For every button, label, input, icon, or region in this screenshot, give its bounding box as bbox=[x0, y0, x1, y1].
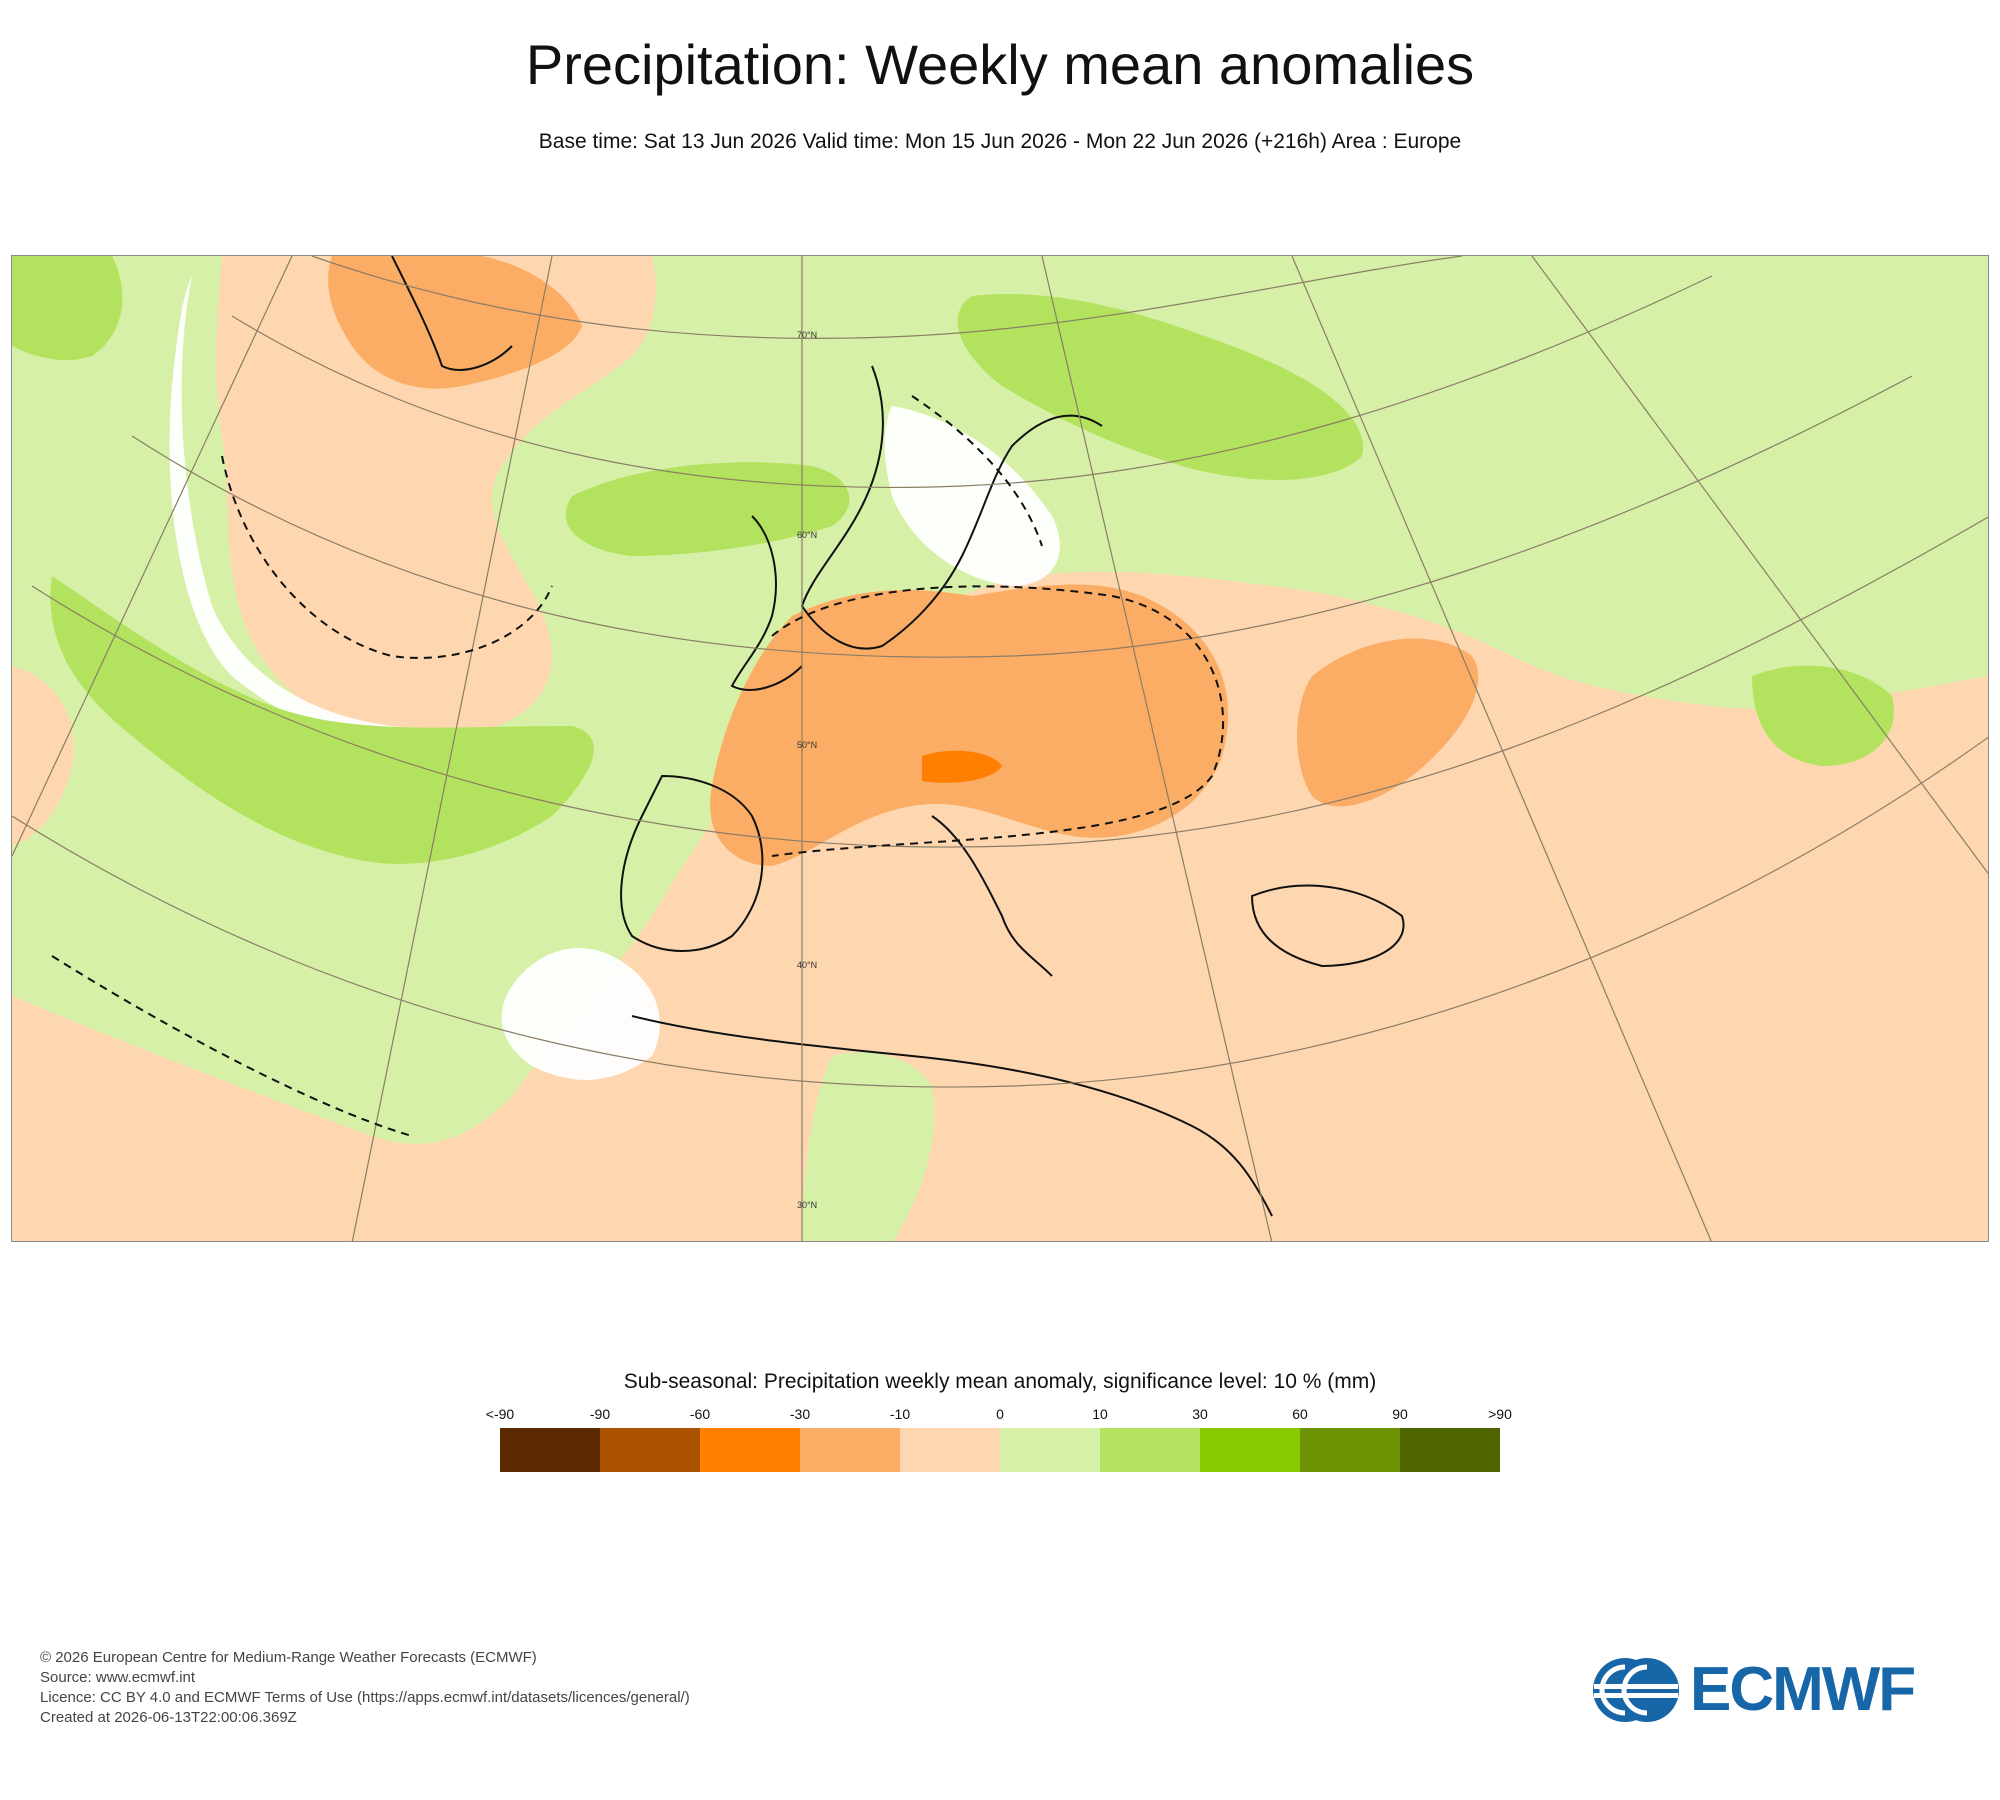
coast-scandinavia bbox=[800, 365, 1103, 650]
legend-swatch bbox=[800, 1428, 900, 1472]
latitude-line-60 bbox=[231, 275, 1713, 489]
coast-black-sea bbox=[1250, 884, 1405, 968]
coastlines bbox=[391, 256, 1405, 1217]
wet-region-norwegian-sea bbox=[565, 462, 850, 556]
latitude-line-50 bbox=[131, 375, 1913, 658]
wet-region-caspian bbox=[1752, 665, 1894, 766]
meridian-e40 bbox=[1291, 256, 1712, 1241]
legend-label: 60 bbox=[1292, 1406, 1308, 1422]
lat-label-70: 70°N bbox=[797, 330, 817, 340]
dry-core-greenland bbox=[328, 256, 582, 389]
lat-label-50: 50°N bbox=[797, 740, 817, 750]
legend-swatch bbox=[500, 1428, 600, 1472]
significance-contours bbox=[51, 395, 1225, 1137]
latitude-line-30 bbox=[12, 736, 1988, 1088]
legend-label: 10 bbox=[1092, 1406, 1108, 1422]
lat-label-30: 30°N bbox=[797, 1200, 817, 1210]
legend-label: 30 bbox=[1192, 1406, 1208, 1422]
legend-label: -10 bbox=[889, 1406, 911, 1422]
contour-west-coast bbox=[51, 955, 413, 1137]
ecmwf-logo-icon bbox=[1593, 1658, 1679, 1722]
coast-italy bbox=[931, 815, 1053, 977]
contour-atlantic bbox=[221, 455, 553, 659]
coast-iberia bbox=[620, 774, 764, 952]
meridian-e20 bbox=[1041, 256, 1273, 1241]
legend-label: -30 bbox=[789, 1406, 811, 1422]
ecmwf-logo-text: ECMWF bbox=[1690, 1655, 1916, 1724]
chart-subtitle: Base time: Sat 13 Jun 2026 Valid time: M… bbox=[538, 130, 1462, 153]
legend-label: 0 bbox=[996, 1406, 1004, 1422]
lat-label-60: 60°N bbox=[797, 530, 817, 540]
legend-swatch bbox=[1200, 1428, 1300, 1472]
wet-region-north-africa bbox=[802, 1052, 935, 1241]
map-canvas: 70°N 60°N 50°N 40°N 30°N bbox=[12, 256, 1988, 1241]
legend-title: Sub-seasonal: Precipitation weekly mean … bbox=[623, 1370, 1377, 1393]
footer-credits: © 2026 European Centre for Medium-Range … bbox=[40, 1648, 690, 1728]
dry-core-east bbox=[1297, 638, 1479, 807]
dry-region-south bbox=[12, 571, 1988, 1241]
legend-swatch bbox=[900, 1428, 1000, 1472]
coast-greenland bbox=[391, 256, 513, 371]
dry-region-west-edge bbox=[12, 666, 74, 846]
neutral-band-scandinavia bbox=[884, 406, 1060, 586]
contour-scandinavia bbox=[911, 395, 1043, 547]
precipitation-anomaly-map: 70°N 60°N 50°N 40°N 30°N bbox=[11, 255, 1989, 1242]
legend-label: -90 bbox=[589, 1406, 611, 1422]
latitude-line-40 bbox=[31, 516, 1988, 848]
meridian-w20 bbox=[351, 256, 553, 1241]
legend-swatch bbox=[600, 1428, 700, 1472]
wet-region-atlantic-band bbox=[50, 576, 594, 864]
copyright-line: © 2026 European Centre for Medium-Range … bbox=[40, 1649, 537, 1666]
coast-mediterranean bbox=[631, 1015, 1273, 1217]
dry-region-atlantic bbox=[216, 256, 656, 738]
created-line: Created at 2026-06-13T22:00:06.369Z bbox=[40, 1709, 297, 1726]
legend-color-bar bbox=[500, 1428, 1500, 1472]
coast-britain bbox=[730, 515, 803, 691]
legend-swatch bbox=[1000, 1428, 1100, 1472]
meridian-e60 bbox=[1531, 256, 1988, 875]
wet-region-greenland-west bbox=[12, 256, 123, 361]
contour-central-europe bbox=[771, 585, 1225, 857]
legend-swatch bbox=[700, 1428, 800, 1472]
lat-label-40: 40°N bbox=[797, 960, 817, 970]
legend-swatch bbox=[1100, 1428, 1200, 1472]
chart-title: Precipitation: Weekly mean anomalies bbox=[525, 33, 1475, 96]
ecmwf-logo: ECMWF bbox=[1590, 1655, 1970, 1725]
legend-label: <-90 bbox=[485, 1406, 515, 1422]
meridian-w40 bbox=[12, 256, 293, 857]
licence-line: Licence: CC BY 4.0 and ECMWF Terms of Us… bbox=[40, 1689, 690, 1706]
legend-label: -60 bbox=[689, 1406, 711, 1422]
graticule bbox=[12, 256, 1988, 1241]
legend-swatch bbox=[1400, 1428, 1500, 1472]
legend-label: 90 bbox=[1392, 1406, 1408, 1422]
legend-labels: <-90 -90 -60 -30 -10 0 10 30 60 90 >90 bbox=[0, 1406, 2000, 1426]
wet-region-north-russia bbox=[957, 294, 1364, 480]
legend-swatch bbox=[1300, 1428, 1400, 1472]
legend-label: >90 bbox=[1488, 1406, 1512, 1422]
source-line: Source: www.ecmwf.int bbox=[40, 1669, 196, 1686]
neutral-band-iberia bbox=[501, 947, 660, 1080]
dry-core-alps bbox=[922, 750, 1002, 783]
latitude-line-70 bbox=[311, 256, 1463, 340]
